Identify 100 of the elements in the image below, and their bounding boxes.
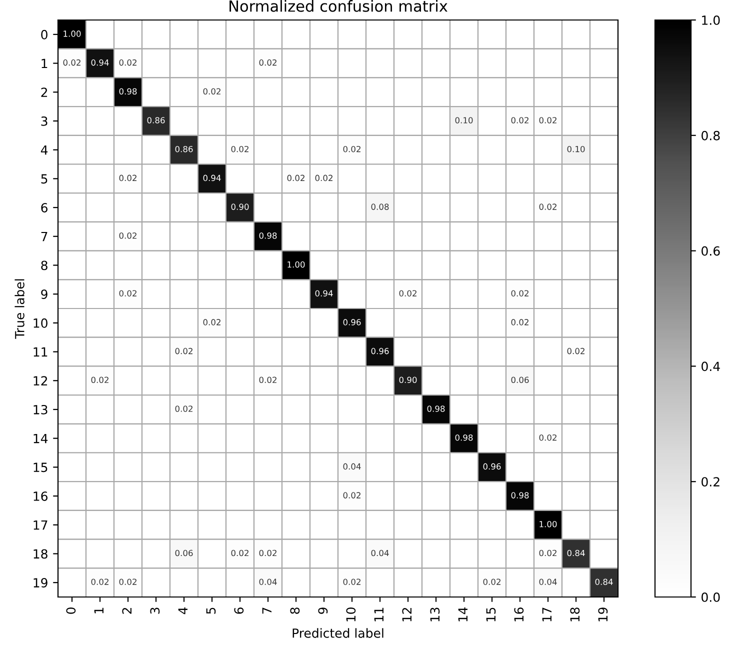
data-label: 0.94 [91,59,109,66]
x-axis-title: Predicted label [292,628,384,638]
x-tick-label: 11 [374,608,384,622]
data-label: 0.02 [483,578,500,585]
color-bar-label: 0.2 [702,477,720,487]
data-label: 0.04 [539,578,557,585]
color-bar-label: 0.8 [702,130,720,140]
x-tick-label: 18 [570,608,580,622]
y-tick-label: 18 [34,549,48,559]
data-label: 0.98 [259,232,277,239]
data-label: 0.02 [343,146,360,152]
y-tick-label: 11 [34,347,48,357]
x-tick-label: 9 [318,608,328,614]
y-axis-title: True label [14,279,24,339]
y-tick-label: 10 [34,318,48,328]
x-tick-label: 7 [262,608,272,614]
data-label: 0.04 [343,463,361,470]
data-label: 0.02 [343,492,360,498]
y-tick-label: 6 [41,202,48,212]
color-bar-label: 1.0 [702,15,720,25]
y-tick-label: 15 [34,462,48,472]
x-tick-label: 14 [458,607,468,622]
y-tick-label: 5 [41,174,48,184]
data-label: 0.02 [259,376,276,384]
y-tick-label: 8 [41,260,48,270]
y-tick-label: 14 [34,434,48,444]
data-label: 0.94 [315,290,333,296]
data-label: 0.02 [91,578,108,585]
data-label: 0.02 [511,319,528,326]
data-label: 0.84 [595,578,613,585]
data-label: 0.02 [259,59,276,66]
data-label: 0.96 [371,348,389,354]
data-label: 0.08 [371,204,389,210]
data-label: 0.02 [539,117,556,124]
x-tick-label: 0 [66,608,76,614]
y-tick-label: 13 [34,404,48,414]
data-label: 0.02 [231,146,248,152]
data-label: 0.96 [343,319,361,326]
data-label: 0.86 [147,117,165,124]
data-label: 0.02 [175,348,192,354]
x-tick-label: 3 [150,608,160,614]
data-label: 0.02 [539,550,556,556]
x-tick-label: 13 [430,608,440,622]
data-label: 0.02 [63,59,80,66]
x-tick-label: 10 [346,608,356,622]
x-tick-label: 15 [486,608,496,622]
data-label: 0.98 [427,406,445,412]
data-label: 0.02 [91,376,108,384]
data-label: 0.02 [175,406,192,412]
data-label: 0.98 [119,88,137,95]
data-label: 0.06 [511,376,529,384]
y-tick-label: 17 [34,520,48,530]
data-label: 0.06 [175,550,193,556]
data-label: 0.02 [287,174,304,182]
x-tick-label: 5 [206,608,216,614]
x-tick-label: 16 [514,608,524,622]
y-tick-label: 9 [41,290,48,299]
x-tick-label: 12 [402,608,412,622]
x-tick-label: 19 [598,608,608,622]
data-label: 0.90 [399,376,417,384]
data-label: 0.02 [511,290,528,296]
y-tick-label: 16 [34,491,48,501]
x-tick-label: 4 [178,607,188,614]
data-label: 0.86 [175,146,193,152]
color-bar-label: 0.4 [702,362,720,372]
data-label: 0.02 [511,117,528,124]
data-label: 0.02 [539,434,556,441]
y-tick-label: 3 [41,116,48,126]
data-label: 1.00 [288,261,305,268]
data-label: 0.04 [259,578,277,585]
x-tick-label: 17 [542,608,552,622]
y-tick-label: 19 [34,578,48,588]
y-tick-label: 4 [40,145,48,155]
data-label: 0.98 [455,434,473,441]
data-label: 0.10 [455,117,473,124]
data-label: 0.02 [399,290,416,296]
data-label: 0.02 [119,59,136,66]
data-label: 0.96 [483,463,501,470]
y-tick-label: 1 [42,58,48,68]
y-tick-label: 12 [34,376,48,386]
color-bar-label: 0.0 [702,592,720,602]
data-label: 0.02 [119,290,136,296]
data-label: 0.94 [203,174,221,182]
x-tick-label: 6 [234,608,244,614]
data-label: 0.02 [119,578,136,585]
data-label: 0.98 [511,492,529,498]
data-label: 0.02 [315,174,332,182]
chart-title: Normalized confusion matrix [230,0,448,12]
data-label: 0.02 [119,232,136,239]
y-tick-label: 0 [41,30,48,40]
data-label: 0.02 [203,88,220,95]
data-label: 0.90 [231,204,249,210]
data-label: 0.02 [567,348,584,354]
data-label: 0.02 [231,550,248,556]
y-tick-label: 7 [41,232,48,242]
y-tick-label: 2 [41,88,48,97]
data-label: 0.02 [259,550,276,556]
data-label: 0.10 [567,146,585,152]
data-label: 0.02 [119,174,136,182]
color-bar-label: 0.6 [702,246,720,256]
